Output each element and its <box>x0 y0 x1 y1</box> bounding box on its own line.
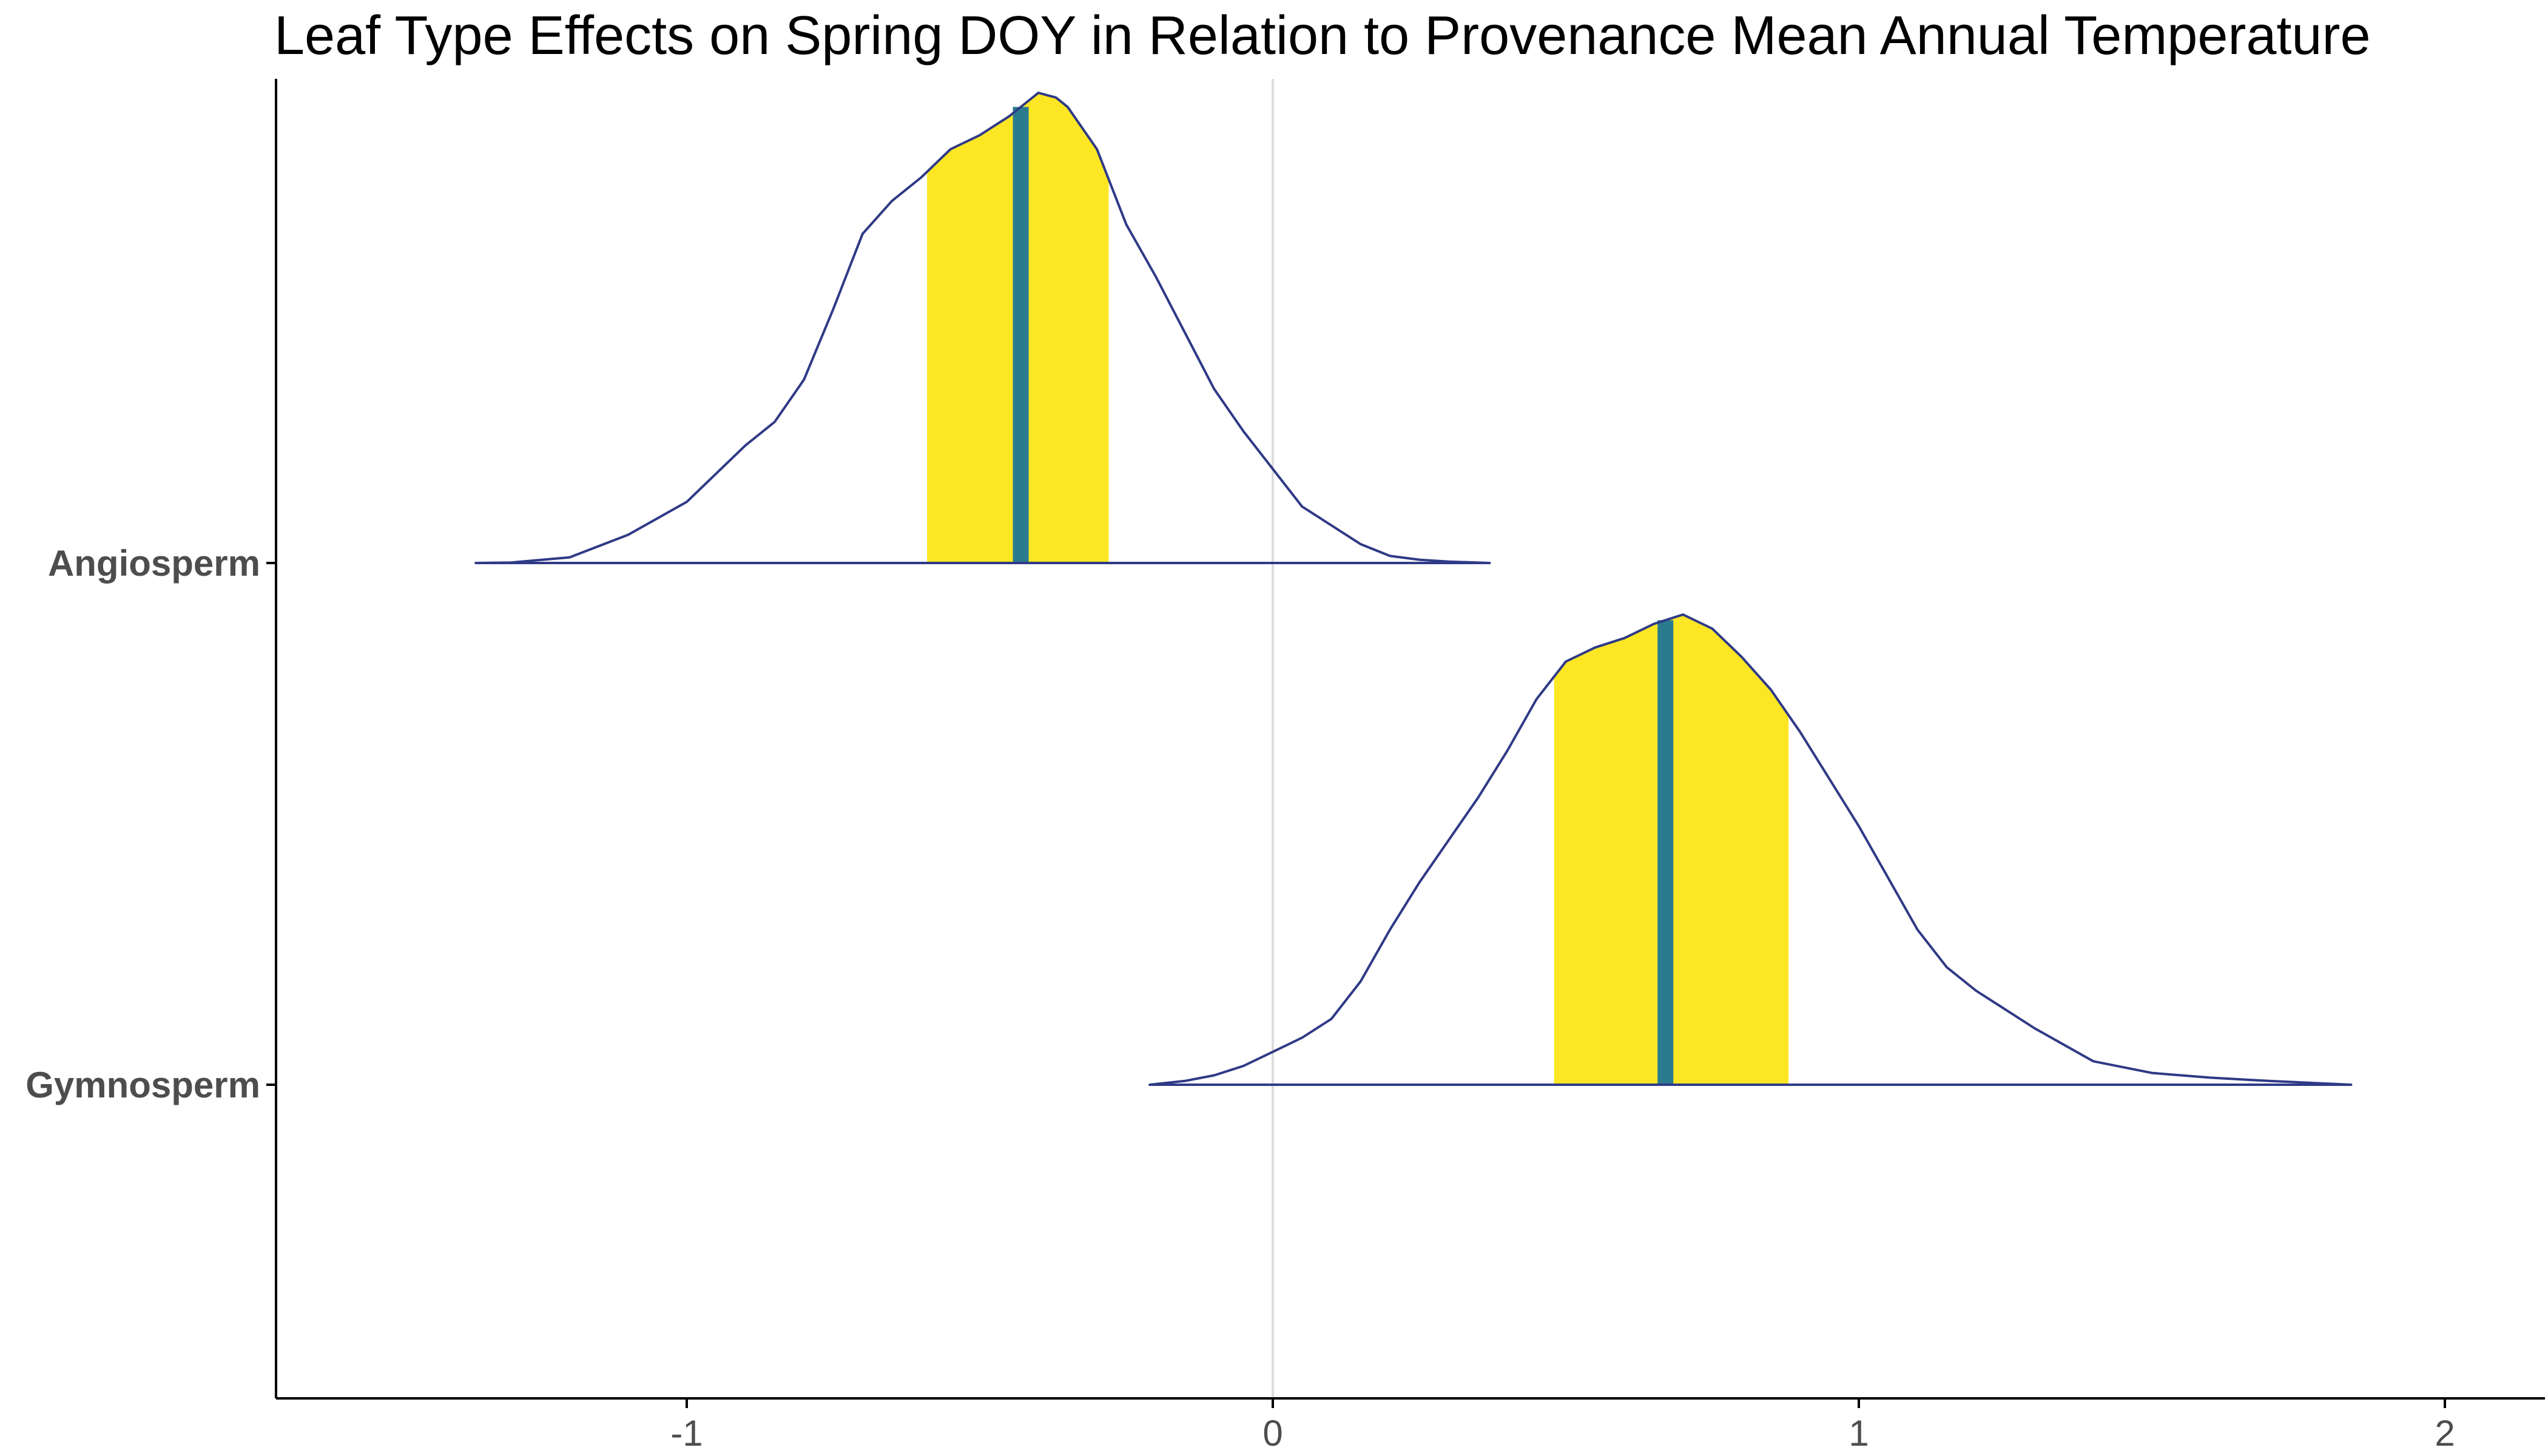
plot-area <box>474 79 2353 1398</box>
density-series-angiosperm <box>474 92 1491 564</box>
x-axis: -1 0 1 2 <box>276 1397 2545 1454</box>
x-tick-label: 2 <box>2435 1413 2455 1454</box>
x-tick-label: 0 <box>1262 1413 1282 1454</box>
y-tick-label-angiosperm: Angiosperm <box>48 543 260 584</box>
density-outline-angiosperm <box>474 92 1491 564</box>
x-tick-label: 1 <box>1849 1413 1869 1454</box>
density-series-gymnosperm <box>1148 613 2353 1086</box>
y-axis: Angiosperm Gymnosperm <box>25 79 277 1398</box>
density-outline-gymnosperm <box>1148 613 2353 1086</box>
x-tick-label: -1 <box>670 1413 703 1454</box>
chart-title: Leaf Type Effects on Spring DOY in Relat… <box>274 5 2371 66</box>
y-tick-label-gymnosperm: Gymnosperm <box>25 1065 260 1105</box>
